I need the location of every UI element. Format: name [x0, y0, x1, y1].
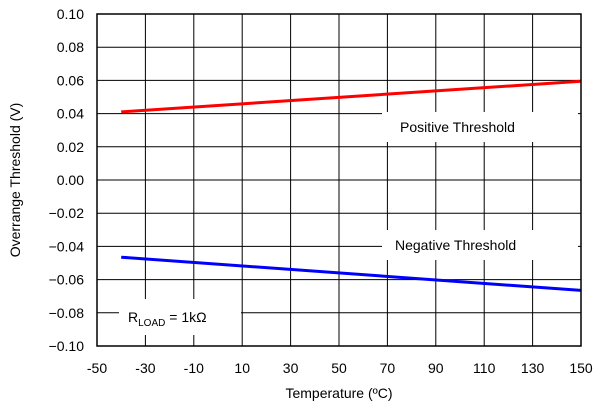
x-tick-label: -10 — [184, 360, 204, 376]
x-tick-label: 110 — [473, 360, 496, 376]
y-tick-label: −0.04 — [49, 238, 85, 254]
x-tick-label: 150 — [569, 360, 593, 376]
y-tick-label: 0.00 — [57, 172, 84, 188]
x-tick-label: 130 — [521, 360, 545, 376]
grid — [96, 13, 582, 347]
x-tick-label: 70 — [380, 360, 396, 376]
negative-threshold-label: Negative Threshold — [395, 237, 516, 253]
y-axis-ticks: 0.10 0.08 0.06 0.04 0.02 0.00 −0.02 −0.04 −0.06 −… — [49, 6, 85, 354]
rload-annotation-base: R — [128, 309, 138, 325]
y-tick-label: 0.10 — [57, 6, 84, 22]
rload-annotation-rest: = 1kΩ — [165, 309, 206, 325]
positive-threshold-line — [121, 79, 582, 114]
y-tick-label: −0.08 — [49, 305, 85, 321]
x-tick-label: 10 — [234, 360, 250, 376]
y-tick-label: 0.06 — [57, 72, 84, 88]
x-tick-label: 50 — [331, 360, 347, 376]
y-tick-label: −0.10 — [49, 338, 85, 354]
series-lines — [121, 79, 582, 292]
y-tick-label: −0.02 — [49, 205, 85, 221]
negative-threshold-label-bg — [382, 230, 578, 260]
y-tick-label: 0.04 — [57, 106, 84, 122]
x-tick-label: -50 — [87, 360, 107, 376]
plot-frame — [96, 13, 582, 347]
rload-annotation-subscript: LOAD — [138, 318, 165, 329]
negative-threshold-line — [121, 255, 582, 292]
x-tick-label: 30 — [283, 360, 299, 376]
y-tick-label: 0.08 — [57, 39, 84, 55]
x-tick-label: 90 — [428, 360, 444, 376]
x-tick-label: -30 — [135, 360, 155, 376]
y-tick-label: −0.06 — [49, 272, 85, 288]
rload-annotation-bg — [119, 299, 241, 335]
x-axis-ticks: -50 -30 -10 10 30 50 70 90 110 130 150 — [87, 360, 593, 376]
x-axis-title: Temperature (ºC) — [285, 385, 392, 401]
y-axis-title: Overrange Threshold (V) — [7, 103, 23, 258]
positive-threshold-label-bg — [382, 112, 578, 142]
positive-threshold-label: Positive Threshold — [400, 119, 515, 135]
rload-annotation: RLOAD = 1kΩ — [128, 309, 207, 329]
y-tick-label: 0.02 — [57, 139, 84, 155]
